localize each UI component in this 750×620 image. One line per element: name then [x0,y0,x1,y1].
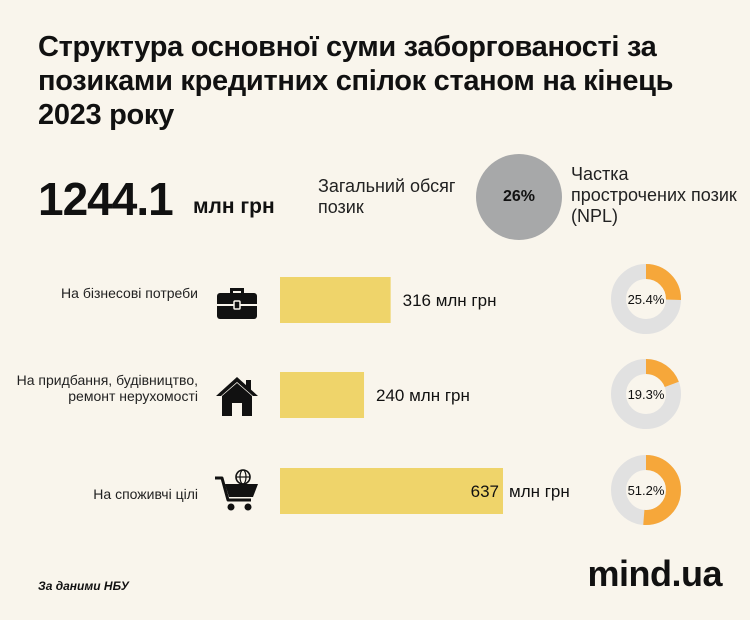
source-note: За даними НБУ [38,579,129,593]
bar-2 [280,468,503,514]
house-icon [213,372,261,420]
donut-fill-1 [611,359,681,429]
bar-1 [280,372,365,418]
total-loans-value: 1244.1 [38,173,174,225]
donut-fill-0 [611,264,681,334]
category-label-consumer: На споживчі цілі [93,486,198,502]
npl-circle: 26% [476,154,562,240]
donut-label-2: 51.2% [628,483,665,498]
shopping-cart-icon [213,468,261,516]
category-label-business: На бізнесові потреби [61,285,198,301]
donut-label-1: 19.3% [628,387,665,402]
total-loans-label: Загальний обсяг позик [318,176,456,217]
total-loans-unit: млн грн [193,195,275,218]
bar-value-label-0: 316 млн грн [403,291,497,310]
bar-value-label-2: 637 [471,482,499,501]
chart-title: Структура основної суми заборгованості з… [38,31,674,131]
donut-fill-2 [611,455,681,525]
bar-0 [280,277,391,323]
npl-value: 26% [502,188,536,205]
donut-label-0: 25.4% [628,292,665,307]
category-label-real-estate: На придбання, будівництво, ремонт нерухо… [16,372,198,404]
bar-value-label-1: 240 млн грн [376,386,470,405]
bar-unit-label-2: млн грн [509,482,570,501]
brand-logo: mind.ua [587,553,722,594]
npl-label: Частка прострочених позик (NPL) [571,164,737,226]
briefcase-icon [213,276,261,324]
